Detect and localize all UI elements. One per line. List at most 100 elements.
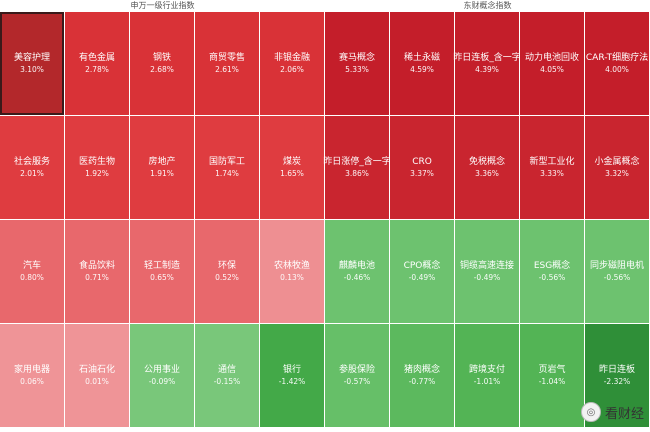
tile-change: 3.37% [410,168,434,178]
heatmap-tile[interactable]: 汽车 0.80% [0,220,64,323]
heatmap-tile[interactable]: 石油石化 0.01% [65,324,129,427]
tile-name: 国防军工 [208,156,245,167]
tile-change: 3.86% [345,168,369,178]
heatmap-tile[interactable]: 页岩气 -1.04% [520,324,584,427]
concept-heatmap: 赛马概念 5.33% 稀土永磁 4.59% 昨日连板_含一字 4.39% 动力电池回收 4.0… [323,12,649,427]
heatmap-tile[interactable]: 轻工制造 0.65% [130,220,194,323]
heatmap-tile[interactable]: CAR-T细胞疗法 4.00% [585,12,649,115]
heatmap-tile[interactable]: 新型工业化 3.33% [520,116,584,219]
tile-name: 昨日涨停_含一字 [323,156,391,167]
tile-name: 商贸零售 [208,52,245,63]
heatmap-tile[interactable]: 铜缆高速连接 -0.49% [455,220,519,323]
heatmap-tile[interactable]: 同步磁阻电机 -0.56% [585,220,649,323]
tile-name: 同步磁阻电机 [589,260,644,271]
tile-name: 社会服务 [13,156,50,167]
tile-change: -0.46% [343,272,371,282]
heatmap-tile[interactable]: 商贸零售 2.61% [195,12,259,115]
heatmap-tile[interactable]: 猪肉概念 -0.77% [390,324,454,427]
heatmap-tile[interactable]: 美容护理 3.10% [0,12,64,115]
tile-name: 昨日连板 [598,364,635,375]
heatmap-tile[interactable]: 环保 0.52% [195,220,259,323]
heatmap-tile[interactable]: 通信 -0.15% [195,324,259,427]
heatmap-tile[interactable]: 非银金融 2.06% [260,12,324,115]
tile-name: 美容护理 [13,52,50,63]
heatmap-tile[interactable]: 赛马概念 5.33% [325,12,389,115]
tile-change: 3.36% [475,168,499,178]
tile-change: 2.78% [85,64,109,74]
tile-change: 0.13% [280,272,304,282]
tile-name: 医药生物 [78,156,115,167]
tile-name: 跨境支付 [468,364,505,375]
heatmap-tile[interactable]: 公用事业 -0.09% [130,324,194,427]
tile-name: 家用电器 [13,364,50,375]
tile-change: 1.92% [85,168,109,178]
heatmap-tile[interactable]: 医药生物 1.92% [65,116,129,219]
tile-change: 2.06% [280,64,304,74]
tile-name: 免税概念 [468,156,505,167]
tile-change: -2.32% [603,376,631,386]
tile-change: 3.10% [20,64,44,74]
heatmap-tile[interactable]: CRO 3.37% [390,116,454,219]
tile-change: 4.00% [605,64,629,74]
tile-change: 0.65% [150,272,174,282]
heatmap-tile[interactable]: 麒麟电池 -0.46% [325,220,389,323]
tile-name: 麒麟电池 [338,260,375,271]
tile-name: 赛马概念 [338,52,375,63]
tile-change: 2.68% [150,64,174,74]
tile-change: -1.42% [278,376,306,386]
tile-name: 轻工制造 [143,260,180,271]
tile-name: CAR-T细胞疗法 [585,52,649,63]
tile-name: 钢铁 [152,52,171,63]
tile-change: 3.33% [540,168,564,178]
heatmap-tile[interactable]: 有色金属 2.78% [65,12,129,115]
tile-name: 环保 [217,260,236,271]
tile-name: 铜缆高速连接 [459,260,514,271]
tile-name: 动力电池回收 [524,52,579,63]
tile-change: -0.57% [343,376,371,386]
heatmap-tile[interactable]: 农林牧渔 0.13% [260,220,324,323]
tile-change: 2.61% [215,64,239,74]
camera-lens-icon: ◎ [580,402,601,422]
tile-name: CRO [412,156,432,167]
tile-name: 参股保险 [338,364,375,375]
tile-change: -0.15% [213,376,241,386]
heatmap-tile[interactable]: CPO概念 -0.49% [390,220,454,323]
tile-change: 0.52% [215,272,239,282]
heatmap-tile[interactable]: 国防军工 1.74% [195,116,259,219]
tile-change: -0.56% [603,272,631,282]
tile-name: 小金属概念 [594,156,640,167]
tile-change: -0.49% [408,272,436,282]
tile-change: 4.59% [410,64,434,74]
heatmap-tile[interactable]: 跨境支付 -1.01% [455,324,519,427]
heatmap-tile[interactable]: 稀土永磁 4.59% [390,12,454,115]
heatmap-tile[interactable]: 社会服务 2.01% [0,116,64,219]
heatmap-tile[interactable]: ESG概念 -0.56% [520,220,584,323]
tile-change: 4.05% [540,64,564,74]
heatmap-tile[interactable]: 食品饮料 0.71% [65,220,129,323]
tile-name: CPO概念 [403,260,441,271]
tile-change: 4.39% [475,64,499,74]
heatmap-tile[interactable]: 煤炭 1.65% [260,116,324,219]
tile-change: 0.01% [85,376,109,386]
heatmap-tile[interactable]: 银行 -1.42% [260,324,324,427]
tile-change: -0.77% [408,376,436,386]
heatmap-tile[interactable]: 参股保险 -0.57% [325,324,389,427]
tile-name: 页岩气 [538,364,566,375]
heatmap-tile[interactable]: 房地产 1.91% [130,116,194,219]
tile-name: 煤炭 [282,156,301,167]
heatmap-tile[interactable]: 家用电器 0.06% [0,324,64,427]
tile-name: 昨日连板_含一字 [453,52,521,63]
heatmap-tile[interactable]: 免税概念 3.36% [455,116,519,219]
heatmap-tile[interactable]: 小金属概念 3.32% [585,116,649,219]
tile-name: 石油石化 [78,364,115,375]
heatmap-tile[interactable]: 钢铁 2.68% [130,12,194,115]
right-panel-title: 东财概念指数 [463,1,512,10]
heatmap-tile[interactable]: 动力电池回收 4.05% [520,12,584,115]
tile-name: 新型工业化 [529,156,575,167]
watermark: ◎ 看财经 [580,402,644,422]
tile-name: 汽车 [22,260,41,271]
left-panel-title: 申万一级行业指数 [130,1,195,10]
heatmap-tile[interactable]: 昨日涨停_含一字 3.86% [323,116,391,219]
heatmap-tile[interactable]: 昨日连板_含一字 4.39% [453,12,521,115]
